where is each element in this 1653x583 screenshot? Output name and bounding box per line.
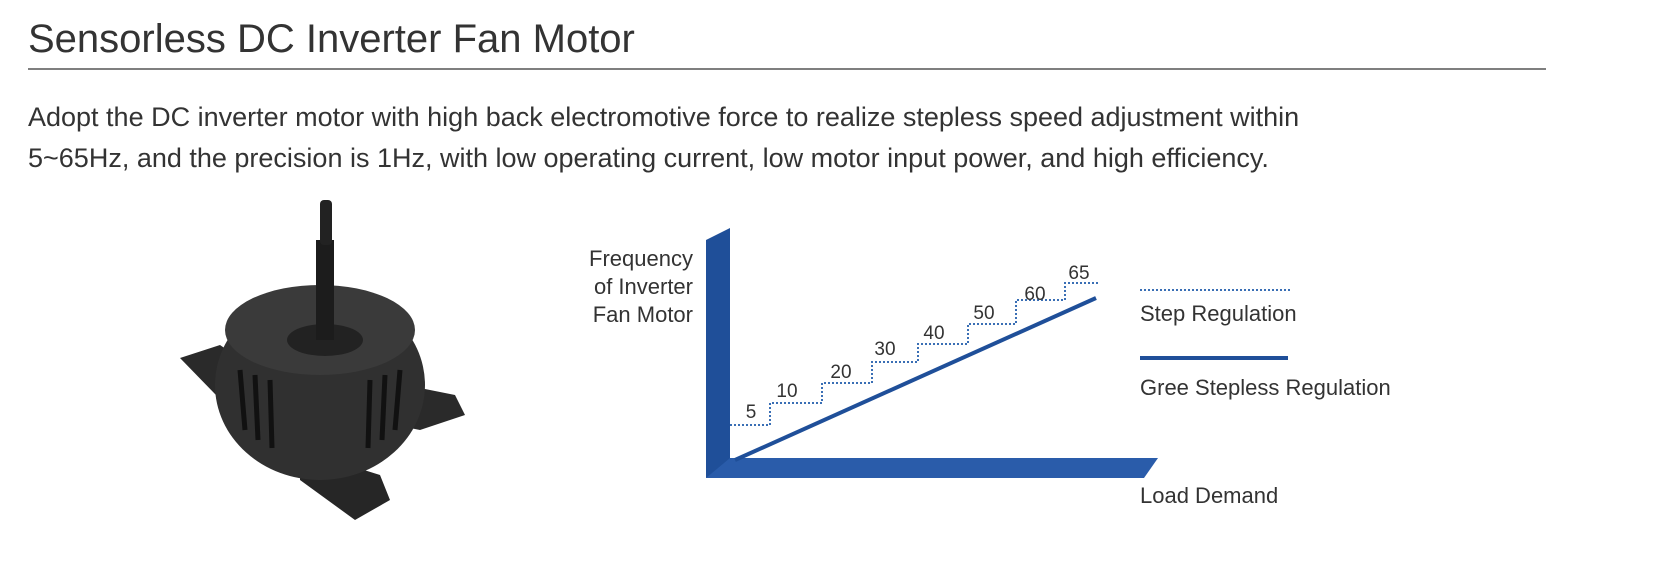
step-label: 20 bbox=[830, 362, 851, 383]
step-label: 40 bbox=[923, 323, 944, 344]
y-axis-label: Fan Motor bbox=[593, 302, 693, 327]
step-label: 60 bbox=[1024, 284, 1045, 305]
step-label: 5 bbox=[746, 402, 757, 423]
description-line: Adopt the DC inverter motor with high ba… bbox=[28, 102, 1299, 132]
step-line bbox=[730, 282, 1098, 426]
step-label: 65 bbox=[1068, 263, 1089, 284]
description-line: 5~65Hz, and the precision is 1Hz, with l… bbox=[28, 143, 1269, 173]
step-label: 10 bbox=[776, 381, 797, 402]
y-axis-label: of Inverter bbox=[594, 274, 693, 299]
legend-label: Step Regulation bbox=[1140, 301, 1297, 326]
x-axis-label: Load Demand bbox=[1140, 483, 1278, 508]
y-axis-bar bbox=[706, 228, 730, 478]
motor-image bbox=[180, 200, 465, 520]
stepless-line bbox=[734, 296, 1097, 462]
title: Sensorless DC Inverter Fan Motor bbox=[28, 17, 635, 61]
x-axis-bar bbox=[706, 458, 1158, 478]
step-label: 50 bbox=[973, 303, 994, 324]
y-axis-label: Frequency bbox=[589, 246, 693, 271]
legend-label: Gree Stepless Regulation bbox=[1140, 375, 1391, 400]
step-label: 30 bbox=[874, 339, 895, 360]
